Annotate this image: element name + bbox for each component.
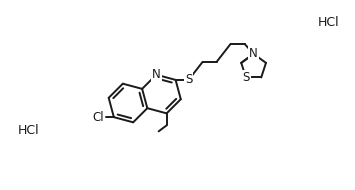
Text: HCl: HCl [318, 16, 340, 28]
Text: N: N [152, 68, 161, 81]
Text: S: S [242, 71, 250, 84]
Text: N: N [249, 47, 258, 60]
Text: S: S [185, 73, 192, 86]
Text: HCl: HCl [18, 124, 40, 136]
Text: Cl: Cl [92, 111, 104, 124]
